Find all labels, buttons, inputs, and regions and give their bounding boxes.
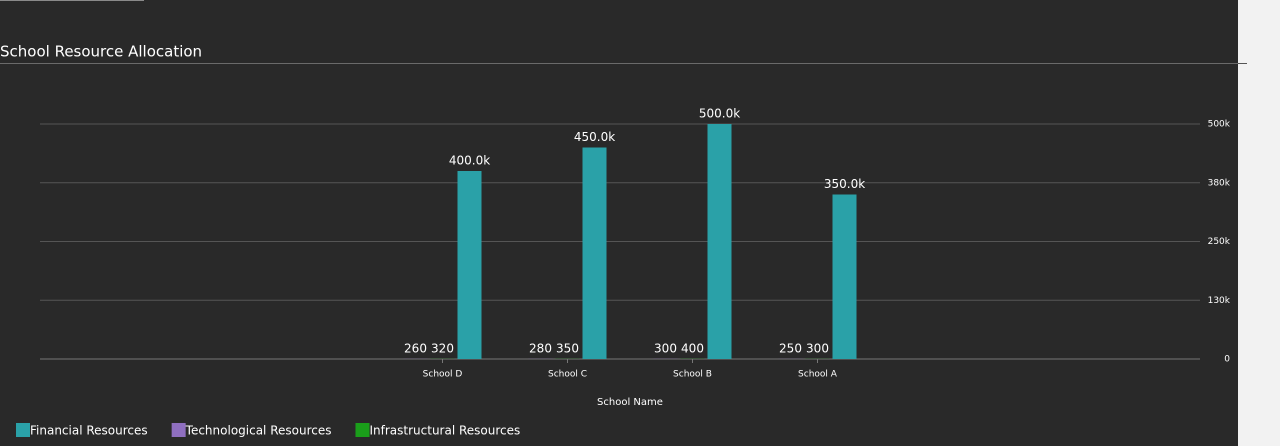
bar [582, 147, 607, 359]
y-tick-label: 380k [1208, 178, 1231, 188]
y-tick-label: 0 [1224, 355, 1230, 365]
chart-title: School Resource Allocation [0, 43, 202, 61]
y-tick-label: 130k [1208, 296, 1231, 306]
legend-swatch [355, 423, 370, 437]
data-label: 260 [404, 341, 427, 355]
data-label: 350 [556, 341, 579, 355]
data-label: 450.0k [574, 130, 615, 144]
bar [832, 194, 857, 359]
x-tick-label: School D [423, 370, 463, 380]
data-label: 400.0k [449, 154, 490, 168]
data-label: 400 [681, 341, 704, 355]
data-label: 250 [779, 341, 802, 355]
data-label: 320 [431, 341, 454, 355]
data-label: 280 [529, 341, 552, 355]
x-tick-label: School C [548, 370, 587, 380]
x-axis-title: School Name [597, 397, 663, 408]
legend-label[interactable]: Technological Resources [185, 424, 332, 438]
data-label: 300 [654, 341, 677, 355]
x-tick-label: School B [673, 370, 712, 380]
bar [707, 124, 732, 359]
legend-label[interactable]: Infrastructural Resources [370, 424, 521, 438]
panel [0, 0, 1238, 446]
legend-label[interactable]: Financial Resources [30, 424, 148, 438]
bar [457, 171, 482, 359]
x-tick-label: School A [798, 370, 838, 380]
data-label: 350.0k [824, 177, 865, 191]
y-tick-label: 500k [1208, 120, 1231, 130]
data-label: 300 [806, 341, 829, 355]
legend-swatch [171, 423, 186, 437]
legend-swatch [16, 423, 30, 437]
data-label: 500.0k [699, 107, 740, 121]
y-tick-label: 250k [1208, 237, 1231, 247]
